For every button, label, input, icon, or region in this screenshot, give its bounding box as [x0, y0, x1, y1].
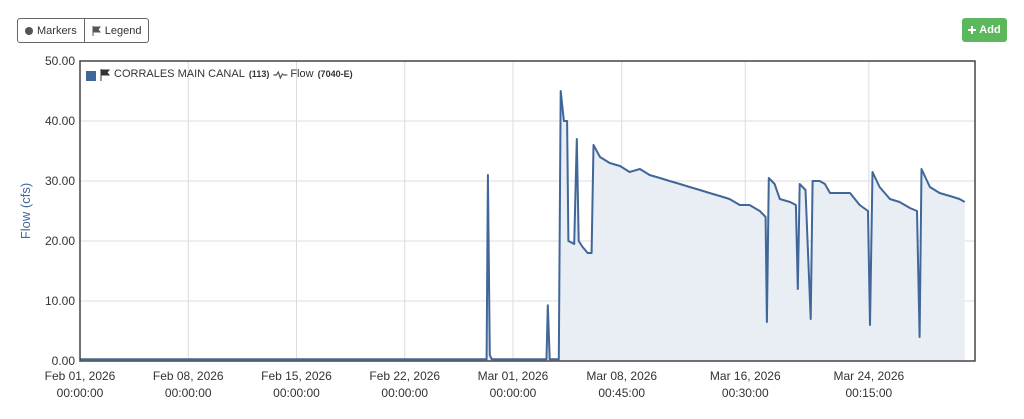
flag-icon — [100, 69, 111, 81]
x-tick-label: 00:30:00 — [722, 386, 769, 400]
x-tick-label: 00:00:00 — [57, 386, 104, 400]
legend-parameter: Flow (7040-E) — [290, 68, 352, 80]
x-tick-label: 00:00:00 — [490, 386, 537, 400]
x-tick-label: Mar 24, 2026 — [833, 369, 904, 383]
legend: CORRALES MAIN CANAL (113) Flow (7040-E) — [86, 68, 353, 81]
legend-button[interactable]: Legend — [83, 19, 149, 42]
flag-icon — [92, 25, 101, 36]
svg-text:CORRALES MAIN CANAL(113): CORRALES MAIN CANAL (113) — [114, 68, 269, 80]
parameter-icon — [273, 70, 288, 80]
legend-swatch — [86, 71, 96, 81]
y-tick-label: 20.00 — [45, 234, 75, 248]
add-button[interactable]: Add — [962, 18, 1007, 42]
button-label: Legend — [104, 24, 142, 37]
x-tick-label: 00:15:00 — [845, 386, 892, 400]
x-tick-label: Mar 01, 2026 — [478, 369, 549, 383]
y-axis-title: Flow (cfs) — [18, 183, 33, 239]
y-tick-label: 10.00 — [45, 294, 75, 308]
legend-parameter-name: Flow — [290, 68, 313, 80]
x-tick-label: Mar 08, 2026 — [586, 369, 657, 383]
axes: 0.00 10.00 20.00 30.00 40.00 50.00 Feb 01, 202… — [45, 54, 905, 400]
legend-site-id: (113) — [249, 69, 270, 79]
x-tick-label: 00:45:00 — [598, 386, 645, 400]
legend-parameter-code: (7040-E) — [318, 69, 353, 79]
x-tick-label: Feb 22, 2026 — [369, 369, 440, 383]
y-tick-label: 50.00 — [45, 54, 75, 68]
x-tick-label: 00:00:00 — [273, 386, 320, 400]
plot — [80, 90, 966, 361]
area — [80, 91, 965, 361]
y-tick-label: 40.00 — [45, 114, 75, 128]
line — [80, 90, 966, 361]
x-tick-label: 00:00:00 — [381, 386, 428, 400]
y-tick-label: 0.00 — [52, 354, 76, 368]
x-tick-label: Mar 16, 2026 — [710, 369, 781, 383]
x-tick-label: Feb 08, 2026 — [153, 369, 224, 383]
button-label: Add — [979, 24, 1001, 36]
toolbar: Markers Legend — [17, 18, 150, 43]
plus-icon — [968, 26, 977, 34]
plot-frame — [79, 60, 976, 362]
y-tick-label: 30.00 — [45, 174, 75, 188]
button-label: Markers — [37, 24, 77, 37]
x-tick-label: Feb 15, 2026 — [261, 369, 332, 383]
x-tick-label: 00:00:00 — [165, 386, 212, 400]
x-tick-label: Feb 01, 2026 — [45, 369, 116, 383]
markers-button[interactable]: Markers — [18, 19, 84, 42]
legend-series-name: CORRALES MAIN CANAL — [114, 68, 245, 80]
